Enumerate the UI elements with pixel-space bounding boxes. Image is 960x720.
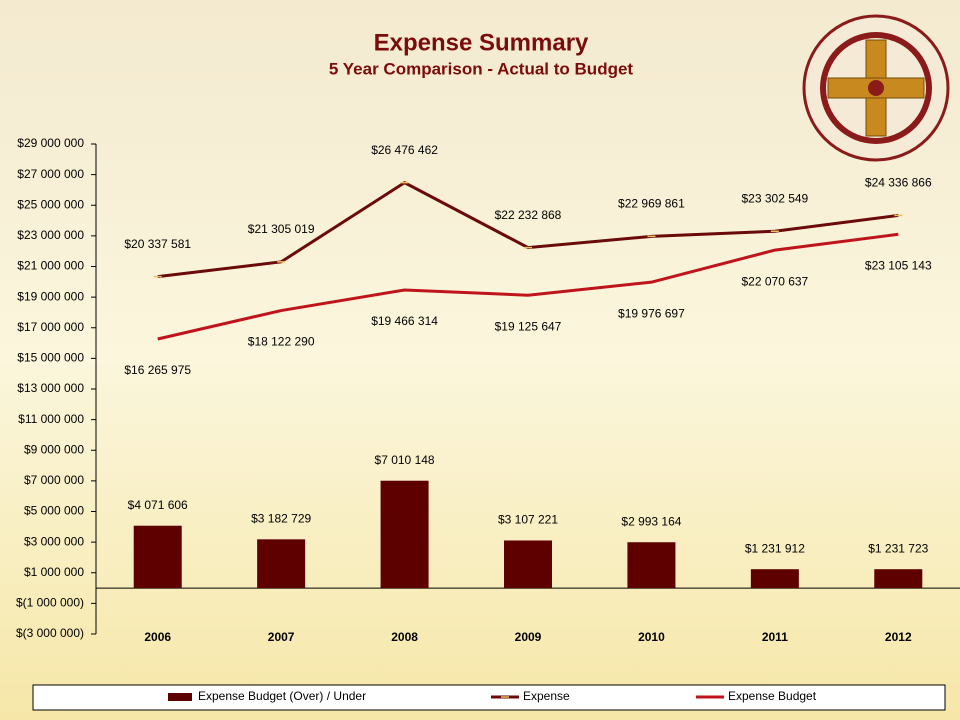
line-value-label: $20 337 581 [124,237,191,251]
y-tick-label: $19 000 000 [17,289,84,303]
y-tick-label: $15 000 000 [17,351,84,365]
bar-value-label: $3 182 729 [251,511,311,525]
y-tick-label: $17 000 000 [17,320,84,334]
logo [802,14,950,162]
bar [133,525,182,589]
bar [380,480,429,589]
bar-value-label: $2 993 164 [621,514,681,528]
y-tick-label: $3 000 000 [24,534,84,548]
legend-label: Expense [523,689,570,703]
bar [504,540,552,589]
line-value-label: $24 336 866 [865,176,932,190]
bar-value-label: $1 231 912 [745,541,805,555]
line-value-label: $19 976 697 [618,306,685,320]
x-tick-label: 2007 [268,630,295,644]
line-value-label: $22 070 637 [741,274,808,288]
x-tick-label: 2012 [885,630,912,644]
bar-value-label: $3 107 221 [498,513,558,527]
bar [257,539,306,589]
y-tick-label: $23 000 000 [17,228,84,242]
y-tick-label: $(3 000 000) [16,626,84,640]
line-value-label: $16 265 975 [124,363,191,377]
y-tick-label: $(1 000 000) [16,596,84,610]
y-tick-label: $1 000 000 [24,565,84,579]
legend-label: Expense Budget (Over) / Under [198,689,366,703]
bar-value-label: $7 010 148 [375,453,435,467]
line-value-label: $19 125 647 [495,319,562,333]
bar-value-label: $1 231 723 [868,541,928,555]
chart-title: Expense Summary [374,29,589,56]
bar [874,569,923,589]
y-tick-label: $29 000 000 [17,136,84,150]
chart-subtitle: 5 Year Comparison - Actual to Budget [329,59,634,78]
y-tick-label: $7 000 000 [24,473,84,487]
line-value-label: $18 122 290 [248,335,315,349]
line-value-label: $22 232 868 [495,208,562,222]
x-tick-label: 2009 [515,630,542,644]
x-tick-label: 2008 [391,630,418,644]
legend-swatch [168,693,192,701]
line-value-label: $19 466 314 [371,314,438,328]
x-tick-label: 2011 [762,630,788,644]
line-value-label: $23 105 143 [865,258,932,272]
y-tick-label: $25 000 000 [17,197,84,211]
line-value-label: $23 302 549 [741,191,808,205]
y-tick-label: $11 000 000 [18,412,84,426]
bar [750,569,799,589]
y-tick-label: $21 000 000 [17,259,84,273]
line-value-label: $21 305 019 [248,222,315,236]
line-value-label: $22 969 861 [618,197,685,211]
y-tick-label: $5 000 000 [24,504,84,518]
x-tick-label: 2010 [638,630,665,644]
y-tick-label: $13 000 000 [17,381,84,395]
line-value-label: $26 476 462 [371,143,438,157]
legend-label: Expense Budget [728,689,817,703]
bar [627,542,676,589]
x-tick-label: 2006 [144,630,171,644]
y-tick-label: $9 000 000 [24,442,84,456]
line [157,232,899,341]
y-tick-label: $27 000 000 [17,167,84,181]
bar-value-label: $4 071 606 [128,498,188,512]
